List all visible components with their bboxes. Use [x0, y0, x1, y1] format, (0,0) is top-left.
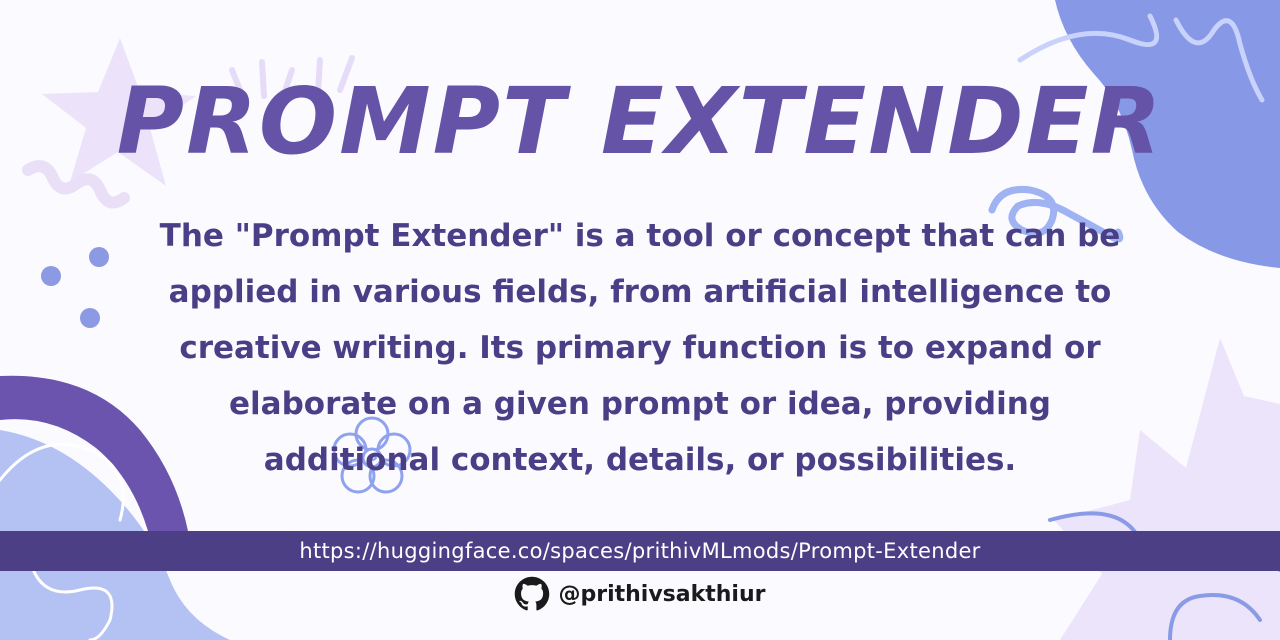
flower-outline	[332, 416, 412, 494]
tick-marks	[229, 55, 355, 103]
squiggle-left	[22, 160, 130, 209]
dot-1	[89, 247, 109, 267]
swirl-right	[988, 185, 1124, 243]
space-url-link[interactable]: https://huggingface.co/spaces/prithivMLm…	[299, 539, 981, 563]
band-bottom-left	[0, 375, 188, 531]
blob-top-right	[1055, 0, 1280, 268]
squiggle-top-right	[1017, 13, 1265, 103]
star-shape-top-left	[42, 38, 196, 186]
page-title: PROMPT EXTENDER	[116, 68, 1164, 175]
handle-text: @prithivsakthiur	[558, 581, 766, 607]
github-icon	[515, 576, 550, 611]
description-text: The "Prompt Extender" is a tool or conce…	[159, 218, 1121, 478]
author-handle[interactable]: @prithivsakthiur	[0, 574, 1280, 614]
dot-2	[41, 266, 61, 286]
dot-3	[80, 308, 100, 328]
url-bar: https://huggingface.co/spaces/prithivMLm…	[0, 531, 1280, 571]
swirl-bottom-left	[0, 442, 125, 640]
